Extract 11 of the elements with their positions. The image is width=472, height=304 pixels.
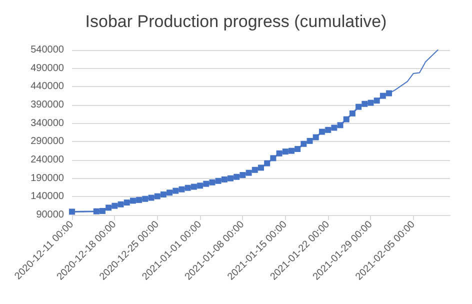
y-tick-label: 190000	[30, 172, 64, 184]
y-tick-label: 240000	[30, 154, 64, 166]
y-tick-label: 540000	[30, 44, 64, 56]
y-tick-label: 140000	[30, 191, 64, 202]
y-tick-label: 340000	[30, 118, 64, 129]
y-tick-label: 440000	[30, 81, 64, 92]
y-tick-label: 290000	[30, 136, 64, 148]
y-tick-label: 490000	[30, 62, 64, 74]
y-tick-label: 390000	[30, 100, 64, 110]
chart-title: Isobar Production progress (cumulative)	[85, 12, 387, 31]
y-tick-label: 90000	[36, 210, 64, 220]
